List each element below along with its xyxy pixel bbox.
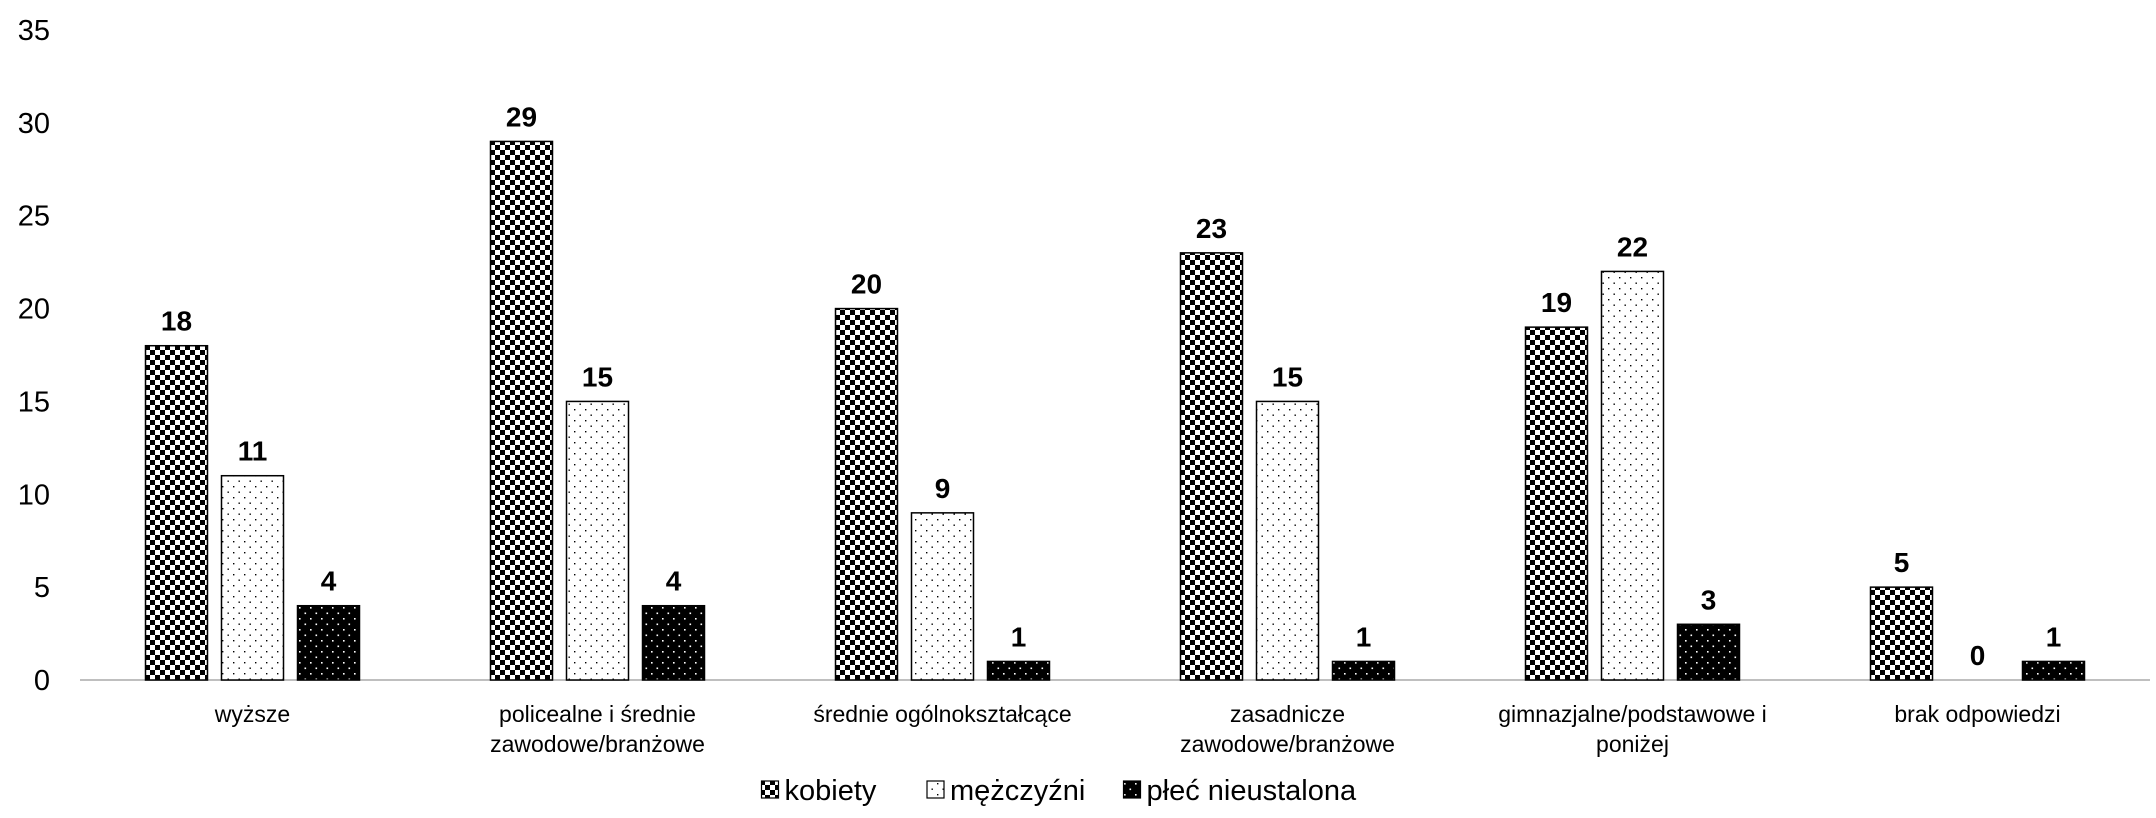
bar [1869,586,1934,681]
data-label: 20 [851,269,882,300]
y-tick-label: 25 [18,201,50,233]
data-label: 1 [1356,621,1372,652]
data-label: 1 [2046,621,2062,652]
legend-swatch [760,780,780,799]
bar [641,604,706,681]
legend: kobiety mężczyźni płeć nieustalona [760,775,1357,807]
category-label: zawodowe/branżowe [490,731,705,757]
data-label: 4 [321,566,337,597]
data-label: 1 [1011,621,1027,652]
data-label: 29 [506,101,537,132]
bar [1600,270,1665,681]
y-tick-label: 20 [18,294,50,326]
bar [1676,623,1741,681]
legend-label: kobiety [785,775,877,807]
category-label: średnie ogólnokształcące [813,701,1071,727]
data-label: 11 [238,436,268,467]
bar [144,344,209,681]
bar [1179,252,1244,681]
bar [296,604,361,681]
data-label: 23 [1196,213,1227,244]
data-label: 15 [582,361,613,392]
bar [1331,660,1396,681]
bar [986,660,1051,681]
legend-swatch [926,780,945,799]
bar [489,140,554,681]
data-label: 19 [1541,287,1572,318]
data-labels: 18 11 4 29 15 4 20 9 1 23 15 1 19 22 3 5 0 1 [161,101,2061,671]
y-tick-label: 5 [34,572,50,604]
data-label: 9 [935,473,951,504]
data-label: 0 [1970,640,1986,671]
category-labels: wyższe policealne i średnie zawodowe/branż… [214,701,2061,757]
data-label: 3 [1701,584,1717,615]
data-label: 22 [1617,231,1648,262]
y-tick-label: 15 [18,386,50,418]
bar [220,474,285,681]
bars [144,140,2086,681]
bar [2021,660,2086,681]
bar [910,512,975,681]
category-label: gimnazjalne/podstawowe i [1498,701,1767,727]
category-label: wyższe [214,701,290,727]
legend-label: mężczyźni [950,775,1085,807]
category-label: poniżej [1596,731,1669,757]
data-label: 15 [1272,361,1303,392]
y-tick-label: 10 [18,479,50,511]
legend-label: płeć nieustalona [1147,775,1357,807]
bar [1524,326,1589,681]
data-label: 18 [161,306,192,337]
category-label: zasadnicze [1230,701,1345,727]
bar [1255,400,1320,681]
y-tick-label: 0 [34,665,50,697]
legend-swatch [1122,780,1142,799]
y-tick-label: 30 [18,108,50,140]
bar [834,307,899,681]
category-label: brak odpowiedzi [1894,701,2060,727]
y-axis-ticks: 0 5 10 15 20 25 30 35 [18,15,50,697]
y-tick-label: 35 [18,15,50,47]
bar [565,400,630,681]
category-label: policealne i średnie [499,701,696,727]
data-label: 4 [666,566,682,597]
category-label: zawodowe/branżowe [1180,731,1395,757]
data-label: 5 [1894,547,1910,578]
